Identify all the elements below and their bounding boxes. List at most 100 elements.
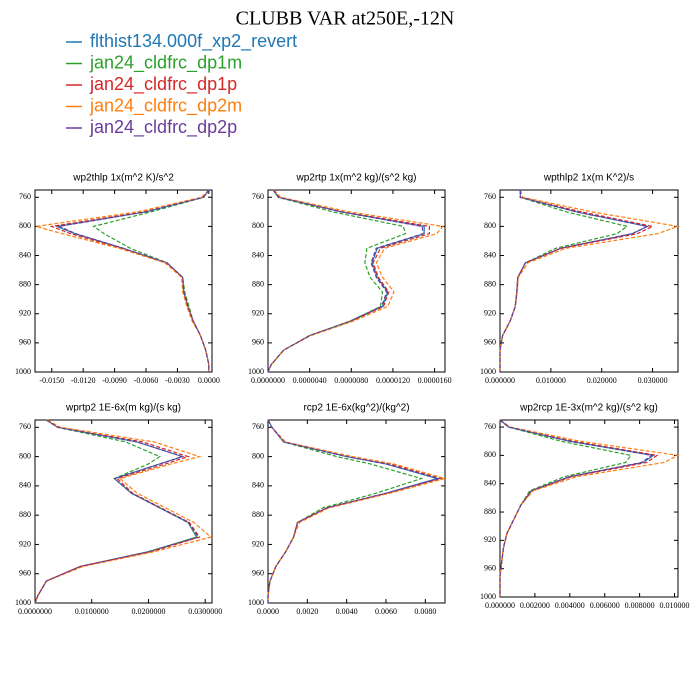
y-tick-label: 760 xyxy=(252,422,264,431)
y-tick-label: 1000 xyxy=(248,598,264,607)
legend-label: jan24_cldfrc_dp1m xyxy=(89,52,242,73)
y-tick-label: 760 xyxy=(484,422,496,431)
y-tick-label: 960 xyxy=(252,569,264,578)
plot-frame xyxy=(34,189,213,373)
y-tick-label: 920 xyxy=(252,539,264,548)
y-tick-label: 800 xyxy=(484,450,496,459)
figure-title: CLUBB VAR at250E,-12N xyxy=(236,8,455,30)
legend-label: jan24_cldfrc_dp2p xyxy=(89,117,237,138)
y-tick-label: 880 xyxy=(252,279,264,288)
y-tick-label: 960 xyxy=(484,338,496,347)
y-tick-label: 960 xyxy=(19,338,31,347)
profile-line xyxy=(267,189,424,373)
x-tick-label: 0.0200000 xyxy=(131,607,165,616)
x-tick-label: 0.0000160 xyxy=(418,376,452,385)
x-tick-label: 0.000000 xyxy=(485,601,515,610)
x-tick-label: 0.008000 xyxy=(625,601,655,610)
y-tick-label: 840 xyxy=(252,481,264,490)
x-tick-label: 0.0000000 xyxy=(18,607,52,616)
plot-frame xyxy=(267,189,446,373)
y-tick-label: 840 xyxy=(252,250,264,259)
profile-line xyxy=(267,419,442,603)
y-tick-label: 880 xyxy=(484,279,496,288)
panel-title: wpthlp2 1x(m K^2)/s xyxy=(543,173,634,184)
x-tick-label: -0.0090 xyxy=(102,376,127,385)
plot-frame xyxy=(34,419,213,604)
y-tick-label: 840 xyxy=(19,250,31,259)
profile-line xyxy=(499,419,654,597)
x-tick-label: 0.004000 xyxy=(555,601,585,610)
legend-label: jan24_cldfrc_dp2m xyxy=(89,95,242,116)
y-tick-label: 880 xyxy=(252,510,264,519)
x-tick-label: 0.0040 xyxy=(336,607,358,616)
x-tick-label: 0.0000080 xyxy=(334,376,368,385)
x-tick-label: 0.006000 xyxy=(590,601,620,610)
x-tick-label: 0.0300000 xyxy=(188,607,222,616)
x-tick-label: 0.010000 xyxy=(536,376,566,385)
plot-frame xyxy=(267,419,446,604)
x-tick-label: 0.0100000 xyxy=(75,607,109,616)
y-tick-label: 1000 xyxy=(248,367,264,376)
y-tick-label: 920 xyxy=(484,309,496,318)
x-tick-label: 0.0000120 xyxy=(376,376,410,385)
plot-frame xyxy=(499,419,679,598)
y-tick-label: 1000 xyxy=(15,367,31,376)
legend-label: flthist134.000f_xp2_revert xyxy=(90,31,297,52)
y-tick-label: 760 xyxy=(252,192,264,201)
x-tick-label: -0.0030 xyxy=(165,376,190,385)
x-tick-label: 0.010000 xyxy=(660,601,690,610)
x-tick-label: 0.0020 xyxy=(296,607,318,616)
y-tick-label: 840 xyxy=(484,479,496,488)
y-tick-label: 1000 xyxy=(480,367,496,376)
profile-line xyxy=(34,419,200,604)
y-tick-label: 960 xyxy=(484,564,496,573)
panel-title: wp2thlp 1x(m^2 K)/s^2 xyxy=(72,173,174,184)
panel-title: wp2rtp 1x(m^2 kg)/(s^2 kg) xyxy=(296,173,417,184)
y-tick-label: 920 xyxy=(19,309,31,318)
profile-line xyxy=(267,419,448,603)
y-tick-label: 800 xyxy=(252,221,264,230)
x-tick-label: -0.0120 xyxy=(71,376,96,385)
profile-line xyxy=(499,190,650,372)
profile-line xyxy=(34,419,201,604)
panel-title: rcp2 1E-6x(kg^2)/(kg^2) xyxy=(303,403,409,414)
x-tick-label: 0.0000 xyxy=(257,607,279,616)
y-tick-label: 1000 xyxy=(15,598,31,607)
y-tick-label: 1000 xyxy=(480,592,496,601)
profile-line xyxy=(267,189,407,373)
x-tick-label: 0.0080 xyxy=(414,607,436,616)
x-tick-label: 0.002000 xyxy=(520,601,550,610)
x-tick-label: -0.0150 xyxy=(39,376,64,385)
legend-label: jan24_cldfrc_dp1p xyxy=(89,74,237,95)
profile-line xyxy=(56,189,210,372)
y-tick-label: 800 xyxy=(19,221,31,230)
y-tick-label: 960 xyxy=(252,338,264,347)
y-tick-label: 800 xyxy=(484,221,496,230)
y-tick-label: 760 xyxy=(484,192,496,201)
x-tick-label: 0.0060 xyxy=(375,607,397,616)
x-tick-label: 0.020000 xyxy=(587,376,617,385)
y-tick-label: 800 xyxy=(252,451,264,460)
x-tick-label: -0.0060 xyxy=(134,376,159,385)
y-tick-label: 960 xyxy=(19,569,31,578)
y-tick-label: 760 xyxy=(19,422,31,431)
y-tick-label: 880 xyxy=(19,279,31,288)
y-tick-label: 760 xyxy=(19,192,31,201)
y-tick-label: 880 xyxy=(19,510,31,519)
y-tick-label: 840 xyxy=(484,250,496,259)
y-tick-label: 840 xyxy=(19,481,31,490)
y-tick-label: 920 xyxy=(19,539,31,548)
y-tick-label: 920 xyxy=(252,309,264,318)
profile-line xyxy=(35,189,210,372)
x-tick-label: 0.000000 xyxy=(485,376,515,385)
x-tick-label: 0.0000 xyxy=(198,376,220,385)
x-tick-label: 0.030000 xyxy=(638,376,668,385)
x-tick-label: 0.0000040 xyxy=(293,376,327,385)
plot-frame xyxy=(499,189,679,373)
panel-title: wprtp2 1E-6x(m kg)/(s kg) xyxy=(65,403,181,414)
y-tick-label: 880 xyxy=(484,507,496,516)
y-tick-label: 800 xyxy=(19,451,31,460)
x-tick-label: 0.0000000 xyxy=(251,376,285,385)
